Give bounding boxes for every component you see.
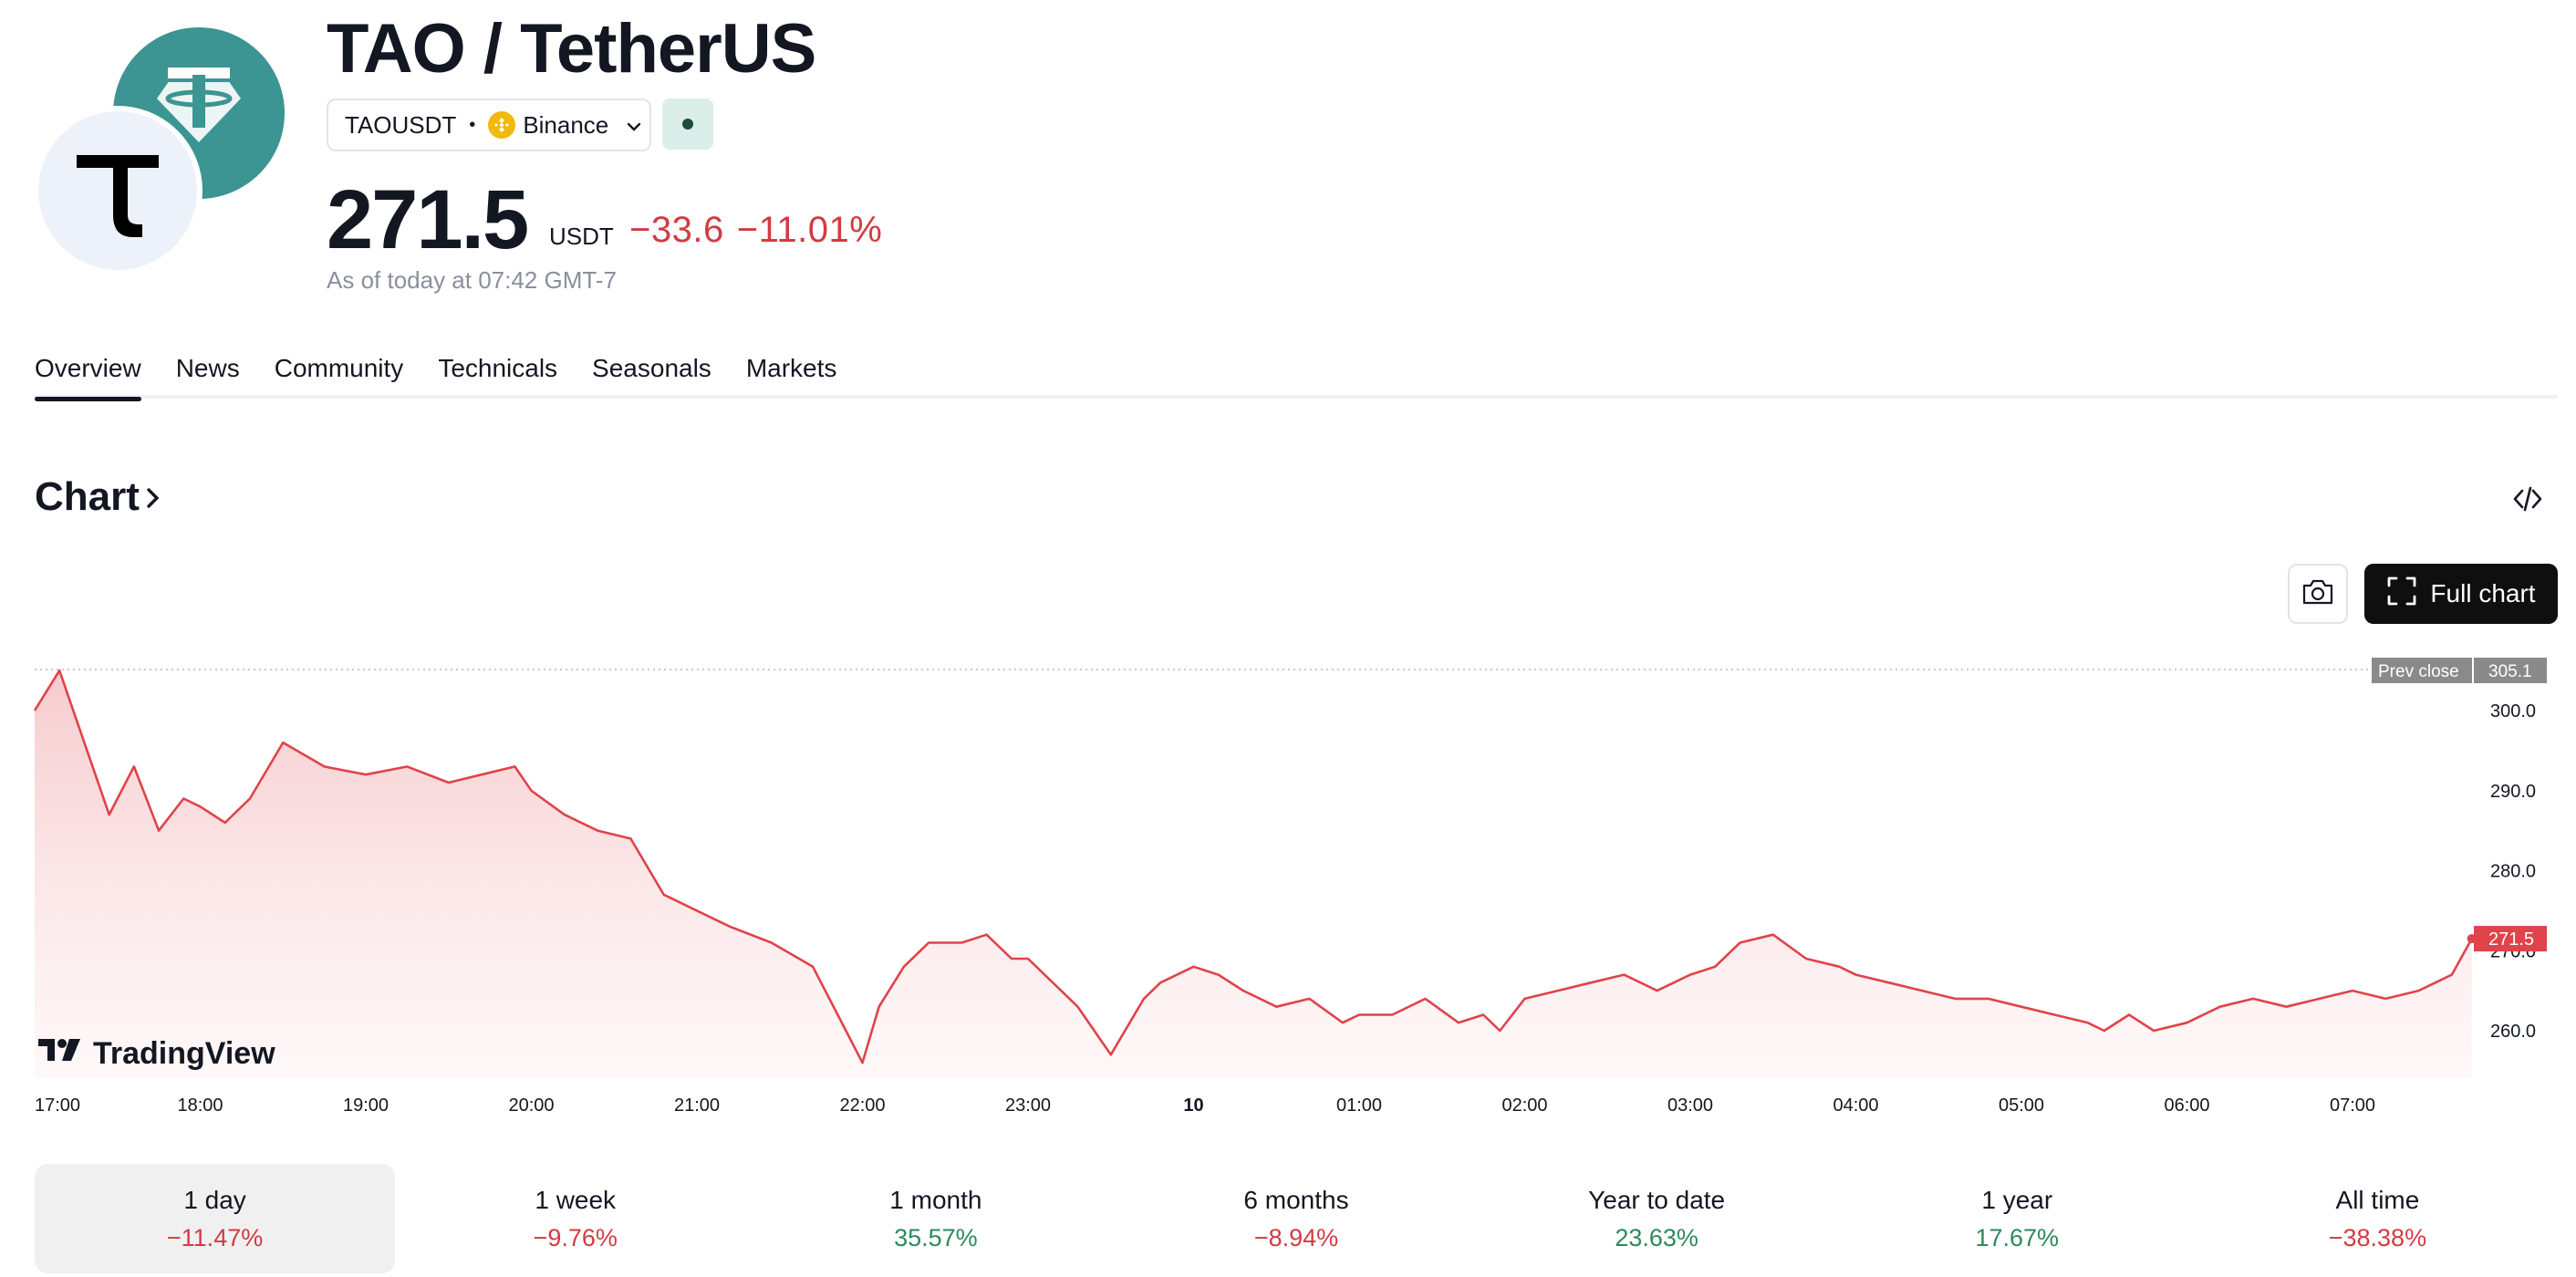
exchange-selector[interactable]: TAOUSDT • Binance: [327, 99, 651, 151]
period-change: 23.63%: [1615, 1223, 1698, 1251]
full-chart-button[interactable]: Full chart: [2364, 564, 2558, 624]
prev-close-value-badge: [2474, 658, 2547, 683]
x-tick-label: 05:00: [1999, 1095, 2044, 1116]
x-tick-label: 23:00: [1005, 1095, 1051, 1116]
full-chart-label: Full chart: [2430, 579, 2536, 607]
x-tick-label: 20:00: [508, 1095, 554, 1116]
x-tick-label: 07:00: [2330, 1095, 2375, 1116]
symbol-logo: [33, 27, 285, 275]
tab-seasonals[interactable]: Seasonals: [592, 354, 712, 382]
period-all-time[interactable]: All time −38.38%: [2197, 1164, 2558, 1273]
x-tick-label: 06:00: [2164, 1095, 2209, 1116]
x-tick-label: 10: [1183, 1095, 1203, 1116]
chevron-right-icon: [145, 474, 161, 520]
tradingview-logo: TradingView: [36, 1036, 275, 1072]
chevron-down-icon: [625, 111, 643, 140]
tab-bar: Overview News Community Technicals Seaso…: [35, 354, 871, 401]
period-change: −11.47%: [166, 1223, 264, 1251]
tab-markets[interactable]: Markets: [745, 354, 837, 382]
prev-close-value: 305.1: [2488, 662, 2532, 681]
last-price-label: 271.5: [2488, 929, 2534, 950]
period-label: Year to date: [1588, 1185, 1726, 1214]
tao-logo-icon: [33, 106, 203, 275]
symbol-code: TAOUSDT: [345, 110, 457, 139]
period-change: 35.57%: [894, 1223, 978, 1251]
last-price: 271.5: [327, 173, 529, 266]
price-line: [33, 669, 2473, 1064]
tradingview-wordmark: TradingView: [93, 1036, 275, 1071]
period-label: 1 day: [183, 1185, 246, 1214]
last-price-badge: [2474, 926, 2547, 952]
period-1-year[interactable]: 1 year 17.67%: [1837, 1164, 2197, 1273]
x-tick-label: 19:00: [343, 1095, 389, 1116]
x-tick-label: 01:00: [1336, 1095, 1382, 1116]
period-year-to-date[interactable]: Year to date 23.63%: [1477, 1164, 1837, 1273]
y-tick-label: 300.0: [2490, 701, 2536, 722]
price-currency: USDT: [549, 223, 614, 250]
period-label: 1 month: [889, 1185, 982, 1214]
embed-code-icon[interactable]: [2512, 483, 2543, 519]
price-change-abs: −33.6: [629, 210, 724, 250]
period-1-month[interactable]: 1 month 35.57%: [755, 1164, 1116, 1273]
chart-section-title: Chart: [35, 474, 140, 519]
tabs-divider: [35, 395, 2558, 399]
prev-close-badge: [2372, 658, 2472, 683]
y-tick-label: 280.0: [2490, 862, 2536, 882]
period-change: −9.76%: [533, 1223, 618, 1251]
camera-icon: [2301, 578, 2334, 610]
as-of-timestamp: As of today at 07:42 GMT-7: [327, 266, 617, 294]
page-title: TAO / TetherUS: [327, 10, 816, 88]
tab-news[interactable]: News: [175, 354, 240, 382]
tab-overview[interactable]: Overview: [35, 354, 141, 401]
period-change: −38.38%: [2328, 1223, 2427, 1251]
period-change: −8.94%: [1253, 1223, 1339, 1251]
period-label: 1 year: [1981, 1185, 2053, 1214]
y-tick-label: 290.0: [2490, 782, 2536, 802]
exchange-name: Binance: [523, 110, 609, 139]
price-area-fill: [35, 670, 2472, 1078]
tab-community[interactable]: Community: [274, 354, 404, 382]
binance-icon: [488, 111, 516, 139]
tradingview-icon: [36, 1036, 84, 1072]
chart-section-link[interactable]: Chart: [35, 474, 161, 520]
y-tick-label: 260.0: [2490, 1022, 2536, 1042]
snapshot-button[interactable]: [2288, 564, 2348, 624]
price-change: −33.6 −11.01%: [629, 210, 882, 251]
x-tick-label: 04:00: [1833, 1095, 1878, 1116]
period-1-week[interactable]: 1 week −9.76%: [395, 1164, 755, 1273]
x-tick-label: 17:00: [35, 1095, 80, 1116]
status-dot-icon: [682, 119, 693, 130]
period-change: 17.67%: [1975, 1223, 2060, 1251]
x-tick-label: 02:00: [1501, 1095, 1547, 1116]
period-label: All time: [2335, 1185, 2420, 1214]
separator-dot: •: [469, 114, 476, 135]
prev-close-label: Prev close: [2378, 662, 2459, 681]
x-tick-label: 21:00: [674, 1095, 720, 1116]
fullscreen-icon: [2386, 576, 2417, 613]
x-tick-label: 18:00: [177, 1095, 223, 1116]
period-label: 1 week: [535, 1185, 617, 1214]
price-change-pct: −11.01%: [736, 210, 883, 250]
period-6-months[interactable]: 6 months −8.94%: [1116, 1164, 1476, 1273]
performance-periods: 1 day −11.47% 1 week −9.76% 1 month 35.5…: [35, 1164, 2558, 1273]
market-status-button[interactable]: [662, 99, 713, 150]
x-tick-label: 22:00: [839, 1095, 885, 1116]
period-label: 6 months: [1243, 1185, 1349, 1214]
x-tick-label: 03:00: [1667, 1095, 1713, 1116]
tab-technicals[interactable]: Technicals: [438, 354, 558, 382]
period-1-day[interactable]: 1 day −11.47%: [35, 1164, 396, 1273]
